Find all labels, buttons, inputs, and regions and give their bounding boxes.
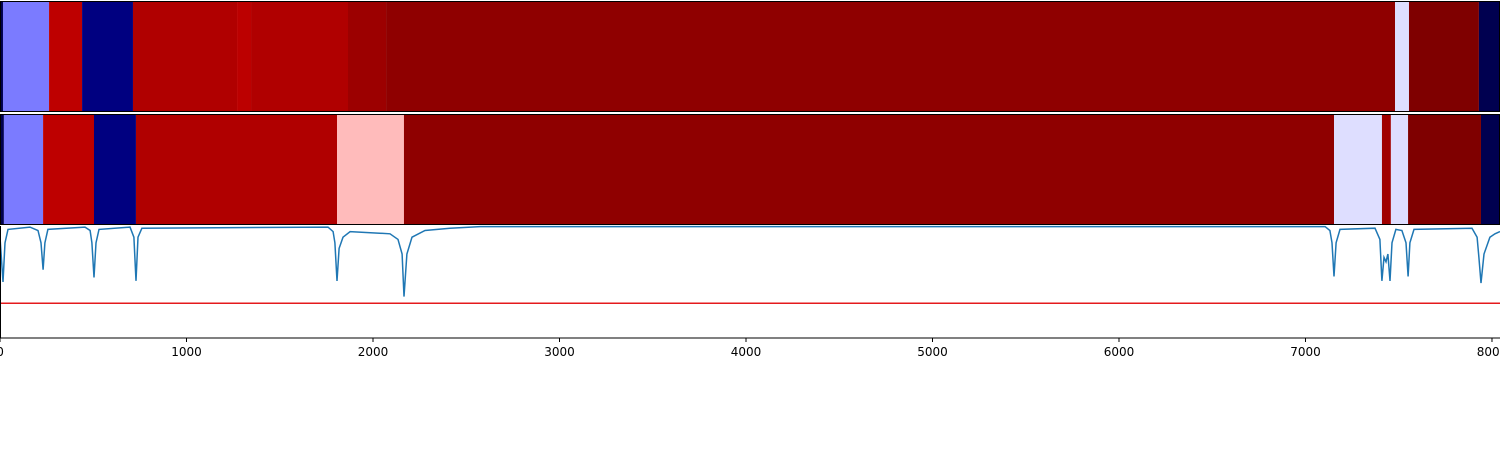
x-tick-label: 0 (0, 345, 4, 359)
segment (82, 1, 133, 112)
x-tick-label: 6000 (1104, 345, 1135, 359)
segment (135, 114, 338, 225)
segment (386, 1, 1396, 112)
x-tick-label: 5000 (917, 345, 948, 359)
x-tick-label: 7000 (1290, 345, 1321, 359)
segment (0, 114, 4, 225)
segment (132, 1, 238, 112)
segment (337, 114, 404, 225)
segment (2, 1, 50, 112)
segment (1390, 114, 1409, 225)
x-tick-label: 2000 (358, 345, 389, 359)
x-tick-label: 8000 (1477, 345, 1500, 359)
x-tick-label: 3000 (544, 345, 575, 359)
segment (1408, 1, 1479, 112)
segment (1408, 114, 1481, 225)
segment (1334, 114, 1382, 225)
segment (1478, 1, 1500, 112)
segment (0, 1, 3, 112)
segment (1381, 114, 1391, 225)
segment (251, 1, 349, 112)
segment (43, 114, 94, 225)
segment (403, 114, 1335, 225)
segment (3, 114, 44, 225)
line-series (0, 225, 1500, 297)
x-tick-label: 4000 (731, 345, 762, 359)
segment (1480, 114, 1500, 225)
segment (49, 1, 83, 112)
segment (93, 114, 136, 225)
segment (348, 1, 387, 112)
segment (237, 1, 252, 112)
segment (1395, 1, 1409, 112)
x-tick-label: 1000 (171, 345, 202, 359)
